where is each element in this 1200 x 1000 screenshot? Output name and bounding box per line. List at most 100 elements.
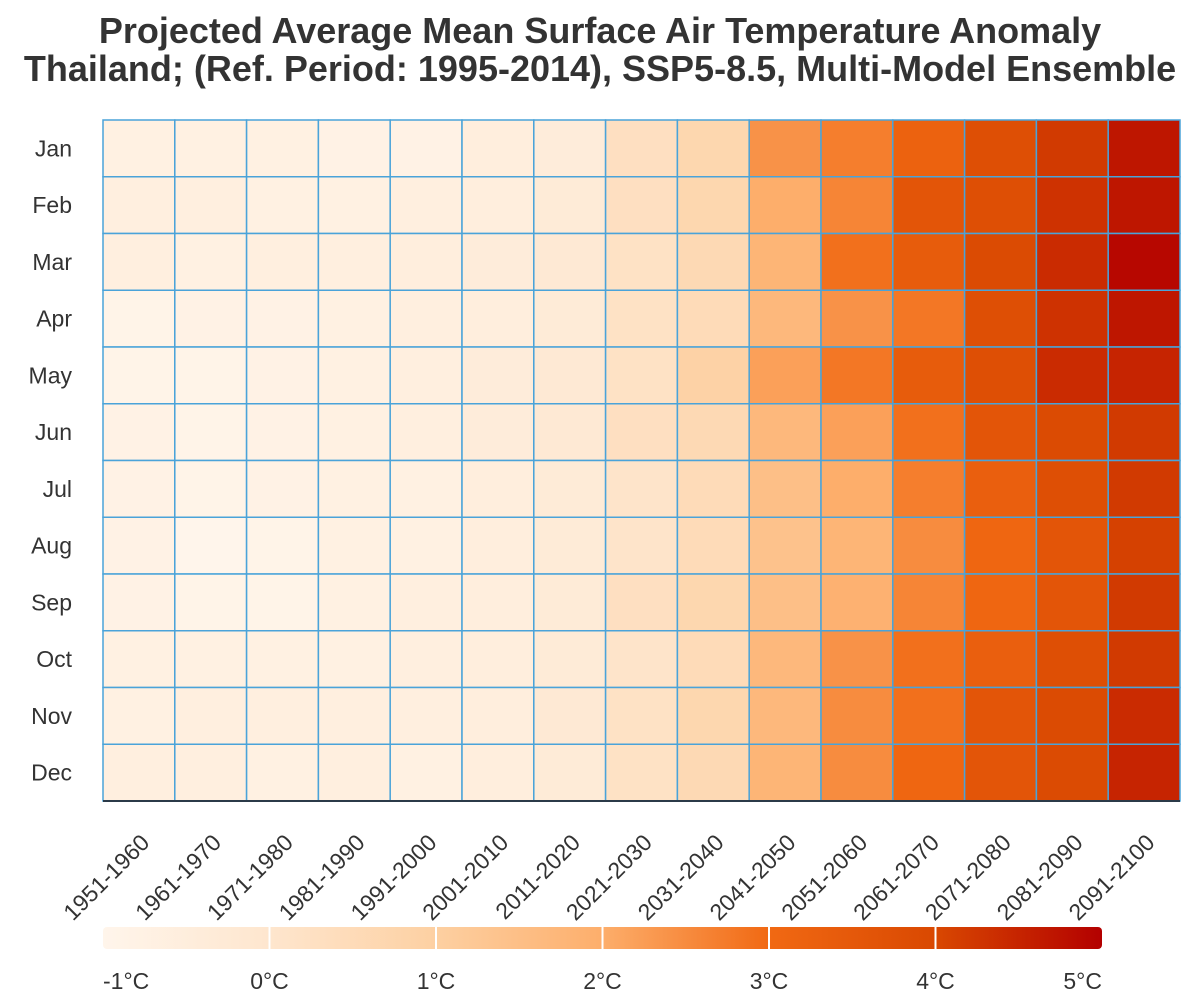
heatmap-cell: [389, 346, 463, 405]
heatmap-cell: [245, 176, 320, 235]
heatmap-cell: [389, 289, 463, 348]
heatmap-cell: [461, 232, 535, 291]
heatmap-cell: [1035, 346, 1109, 405]
y-tick-label: Aug: [31, 533, 72, 559]
heatmap-cell: [820, 289, 894, 348]
heatmap-cell: [892, 516, 966, 575]
heatmap-cell: [1107, 289, 1181, 348]
heatmap-cell: [1035, 289, 1109, 348]
heatmap-cell: [963, 743, 1038, 802]
heatmap-cell: [604, 176, 679, 235]
colorbar: -1°C 0°C 1°C 2°C 3°C 4°C 5°C: [103, 927, 1102, 994]
heatmap-cell: [676, 232, 750, 291]
colorbar-tick-label: 1°C: [417, 968, 456, 994]
heatmap-cell: [604, 403, 679, 462]
colorbar-tick-label: -1°C: [103, 968, 149, 994]
heatmap-cell: [317, 346, 391, 405]
heatmap-cell: [102, 119, 176, 178]
heatmap-cell: [245, 403, 320, 462]
y-tick-label: Dec: [31, 760, 72, 786]
heatmap-cell: [533, 686, 607, 745]
heatmap-cell: [317, 573, 391, 632]
heatmap-cell: [604, 630, 679, 689]
heatmap-cell: [963, 289, 1038, 348]
y-tick-label: Jan: [35, 135, 72, 161]
heatmap-cell: [174, 176, 248, 235]
heatmap-cell: [604, 346, 679, 405]
heatmap-cell: [461, 289, 535, 348]
heatmap-cell: [676, 459, 750, 518]
heatmap-cell: [245, 686, 320, 745]
heatmap-cell: [245, 743, 320, 802]
heatmap-cell: [963, 573, 1038, 632]
heatmap-cell: [174, 403, 248, 462]
heatmap-cell: [963, 459, 1038, 518]
heatmap-cell: [1035, 516, 1109, 575]
heatmap-cell: [461, 743, 535, 802]
heatmap-cell: [820, 573, 894, 632]
heatmap-cell: [604, 289, 679, 348]
heatmap-cell: [389, 232, 463, 291]
heatmap-cell: [461, 573, 535, 632]
heatmap-cell: [676, 686, 750, 745]
heatmap-cell: [1107, 686, 1181, 745]
heatmap-cell: [1107, 119, 1181, 178]
heatmap-cell: [461, 176, 535, 235]
heatmap-cell: [102, 459, 176, 518]
heatmap-cell: [317, 176, 391, 235]
heatmap-cell: [748, 119, 822, 178]
heatmap-cell: [389, 516, 463, 575]
heatmap-cell: [604, 516, 679, 575]
heatmap-cell: [102, 743, 176, 802]
heatmap-cell: [317, 516, 391, 575]
heatmap-cell: [892, 119, 966, 178]
heatmap-cell: [533, 630, 607, 689]
heatmap-cell: [748, 743, 822, 802]
heatmap-cell: [820, 346, 894, 405]
colorbar-tick-label: 0°C: [250, 968, 289, 994]
heatmap-cell: [245, 289, 320, 348]
y-tick-label: Mar: [32, 249, 72, 275]
heatmap-cell: [1107, 573, 1181, 632]
heatmap-cell: [1035, 232, 1109, 291]
heatmap-cell: [1107, 743, 1181, 802]
heatmap-cell: [245, 630, 320, 689]
heatmap-cell: [461, 516, 535, 575]
heatmap-cell: [461, 403, 535, 462]
heatmap-cell: [1035, 630, 1109, 689]
heatmap-cell: [389, 459, 463, 518]
heatmap-cell: [748, 346, 822, 405]
title-line-2: Thailand; (Ref. Period: 1995-2014), SSP5…: [23, 48, 1177, 89]
heatmap-cell: [963, 516, 1038, 575]
heatmap-cell: [748, 459, 822, 518]
heatmap-cell: [748, 573, 822, 632]
y-tick-label: Sep: [31, 589, 72, 615]
heatmap-cell: [892, 630, 966, 689]
heatmap-cell: [174, 630, 248, 689]
heatmap-cell: [676, 176, 750, 235]
title-line-1: Projected Average Mean Surface Air Tempe…: [98, 10, 1102, 51]
heatmap-cell: [820, 516, 894, 575]
y-tick-label: Nov: [31, 703, 72, 729]
heatmap-cell: [317, 232, 391, 291]
heatmap-cell: [245, 119, 320, 178]
heatmap-cell: [1035, 686, 1109, 745]
heatmap-cell: [1035, 743, 1109, 802]
heatmap-cell: [389, 403, 463, 462]
heatmap-cell: [1035, 573, 1109, 632]
heatmap-cell: [174, 459, 248, 518]
heatmap-cell: [389, 119, 463, 178]
heatmap-cell: [1035, 403, 1109, 462]
heatmap-cell: [389, 176, 463, 235]
heatmap-cell: [245, 516, 320, 575]
heatmap-cell: [676, 119, 750, 178]
heatmap-cell: [820, 686, 894, 745]
heatmap-cell: [1035, 119, 1109, 178]
heatmap-cell: [533, 459, 607, 518]
heatmap-cell: [102, 516, 176, 575]
heatmap-cell: [102, 573, 176, 632]
heatmap-cell: [748, 630, 822, 689]
heatmap-cell: [820, 459, 894, 518]
heatmap-cell: [748, 232, 822, 291]
